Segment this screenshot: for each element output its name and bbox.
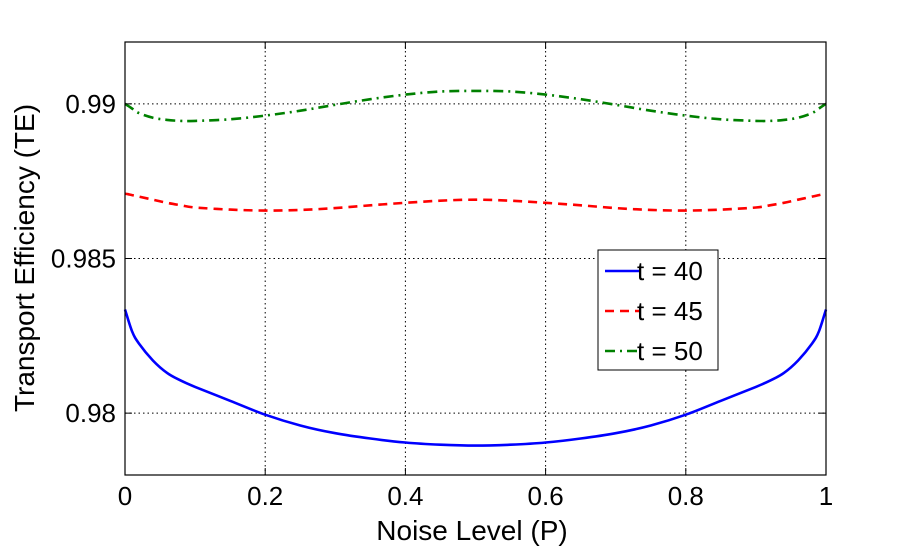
x-tick-labels: 0 0.2 0.4 0.6 0.8 1	[118, 481, 833, 511]
legend-label-2: t = 45	[637, 296, 703, 326]
y-tick-label: 0.985	[51, 244, 116, 274]
series-line-1	[123, 309, 828, 447]
axis-ticks	[124, 42, 827, 475]
x-tick-label: 0.2	[247, 481, 283, 511]
legend-label-3: t = 50	[637, 336, 703, 366]
series-group	[123, 89, 828, 447]
x-tick-label: 0.8	[668, 481, 704, 511]
x-tick-label: 0.4	[387, 481, 423, 511]
legend-label-1: t = 40	[637, 256, 703, 286]
y-axis-title: Transport Efficiency (TE)	[9, 104, 40, 412]
series-line-3	[124, 89, 827, 123]
y-tick-label: 0.99	[65, 89, 116, 119]
x-axis-title: Noise Level (P)	[376, 515, 567, 546]
x-tick-label: 0	[118, 481, 132, 511]
x-tick-label: 1	[819, 481, 833, 511]
y-tick-labels: 0.98 0.985 0.99	[51, 89, 116, 428]
plot-area	[125, 42, 826, 475]
legend: t = 40 t = 45 t = 50	[597, 249, 719, 371]
x-tick-label: 0.6	[528, 481, 564, 511]
series-line-2	[124, 192, 827, 212]
y-tick-label: 0.98	[65, 398, 116, 428]
